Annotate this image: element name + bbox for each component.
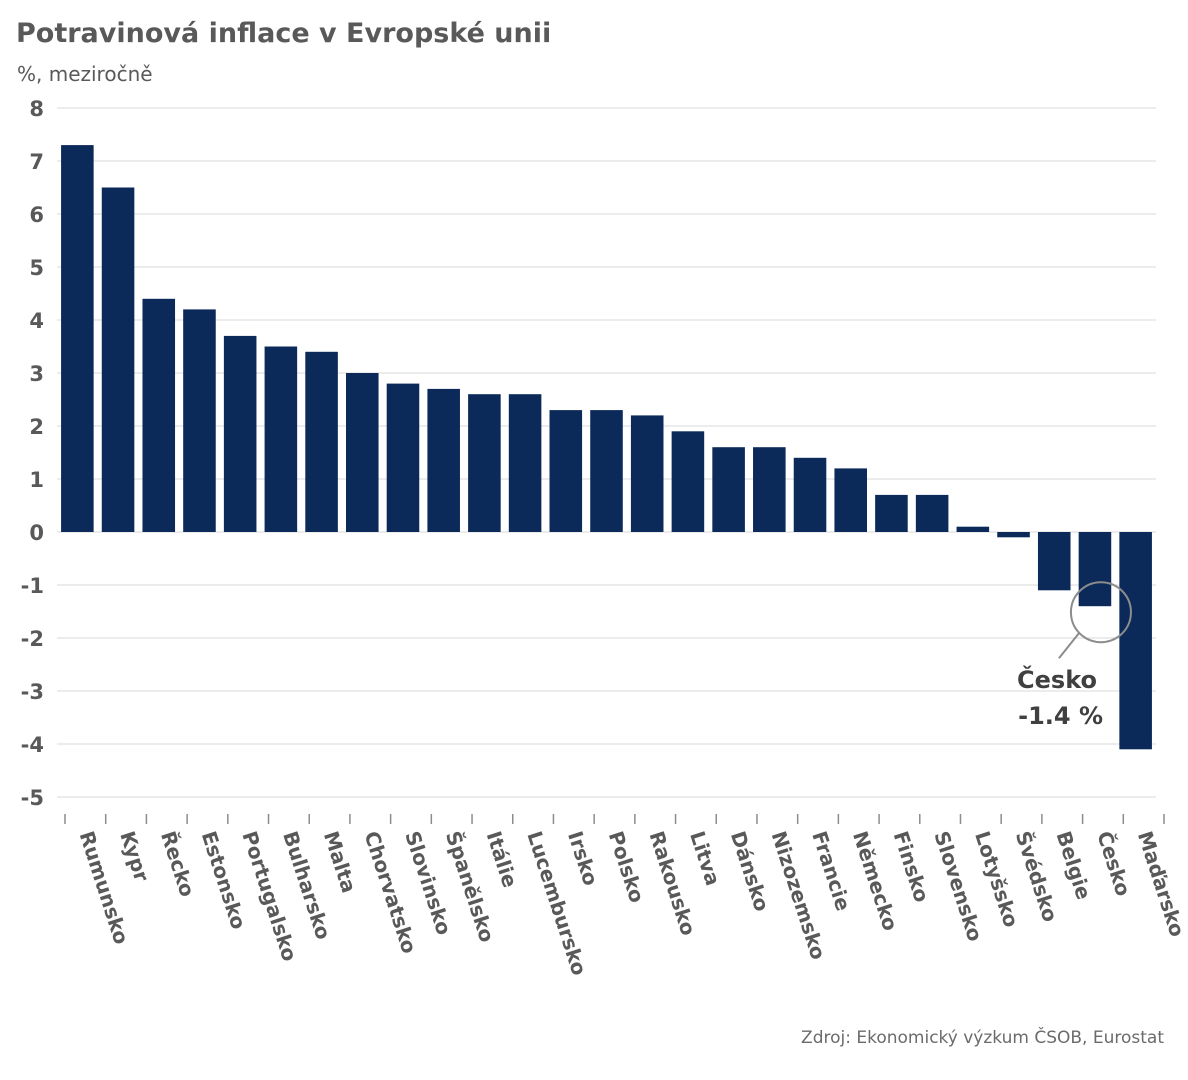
- bar-řecko: [142, 298, 176, 532]
- chart-title: Potravinová inflace v Evropské unii: [16, 18, 552, 49]
- bar-španělsko: [427, 388, 460, 532]
- y-tick-label: 4: [29, 309, 44, 333]
- bar-rumunsko: [61, 145, 94, 532]
- annotation-leader-line: [1058, 632, 1080, 659]
- x-tick-label: Polsko: [604, 828, 650, 905]
- y-tick-label: 5: [29, 256, 44, 280]
- y-tick-label: 0: [29, 521, 44, 545]
- x-tick-label: Belgie: [1051, 828, 1096, 902]
- bar-chorvatsko: [345, 373, 379, 532]
- y-tick-label: 8: [29, 97, 44, 121]
- x-tick-label: Česko: [1092, 828, 1135, 899]
- bar-litva: [671, 431, 705, 532]
- bar-německo: [834, 468, 868, 532]
- bar-itálie: [468, 394, 501, 532]
- bar-malta: [305, 351, 338, 532]
- bar-lucembursko: [508, 394, 542, 532]
- y-tick-label: -4: [21, 733, 44, 757]
- y-tick-label: 1: [29, 468, 44, 492]
- source-note: Zdroj: Ekonomický výzkum ČSOB, Eurostat: [801, 1028, 1164, 1048]
- bar-irsko: [549, 410, 583, 532]
- bar-polsko: [590, 410, 623, 532]
- bar-kypr: [101, 187, 135, 532]
- x-tick-label: Finsko: [889, 828, 934, 905]
- bar-švédsko: [997, 532, 1030, 538]
- bar-belgie: [1037, 532, 1071, 591]
- x-tick-label: Řecko: [156, 828, 200, 899]
- y-tick-label: -1: [21, 574, 44, 598]
- bar-česko: [1078, 532, 1112, 607]
- bar-slovensko: [915, 494, 949, 532]
- x-tick-label: Maďarsko: [1133, 828, 1188, 940]
- y-tick-label: 2: [29, 415, 44, 439]
- bar-bulharsko: [264, 346, 298, 532]
- bar-portugalsko: [223, 335, 257, 532]
- y-tick-label: -5: [21, 786, 44, 810]
- chart-subtitle: %, meziročně: [17, 62, 153, 86]
- bar-estonsko: [183, 309, 216, 532]
- bar-nizozemsko: [753, 447, 786, 532]
- bar-slovinsko: [386, 383, 420, 532]
- annotation-circle: [1069, 581, 1132, 644]
- x-tick-label: Malta: [319, 828, 361, 896]
- bar-francie: [793, 457, 827, 532]
- annotation-value: -1.4 %: [1018, 702, 1103, 730]
- x-tick-label: Kypr: [115, 828, 154, 884]
- bar-maďarsko: [1119, 532, 1152, 750]
- x-tick-label: Litva: [685, 828, 725, 888]
- cesko-annotation: Česko -1.4 %: [1017, 581, 1132, 730]
- y-tick-label: 6: [29, 203, 44, 227]
- bar-lotyšsko: [956, 526, 990, 532]
- y-axis: 8 7 6 5 4 3 2 1 0 -1 -2 -3 -4 -5: [21, 97, 44, 810]
- bar-finsko: [875, 494, 908, 532]
- x-tick-label: Itálie: [482, 828, 523, 890]
- y-tick-label: 7: [29, 150, 44, 174]
- y-tick-label: -2: [21, 627, 44, 651]
- y-tick-label: 3: [29, 362, 44, 386]
- annotation-country: Česko: [1017, 664, 1097, 694]
- x-tick-label: Irsko: [563, 828, 603, 888]
- bar-rakousko: [630, 415, 664, 532]
- y-tick-label: -3: [21, 680, 44, 704]
- bar-dánsko: [712, 447, 745, 532]
- bars: [61, 145, 1152, 750]
- x-tick-label: Francie: [807, 828, 855, 914]
- x-tick-label: Dánsko: [726, 828, 774, 914]
